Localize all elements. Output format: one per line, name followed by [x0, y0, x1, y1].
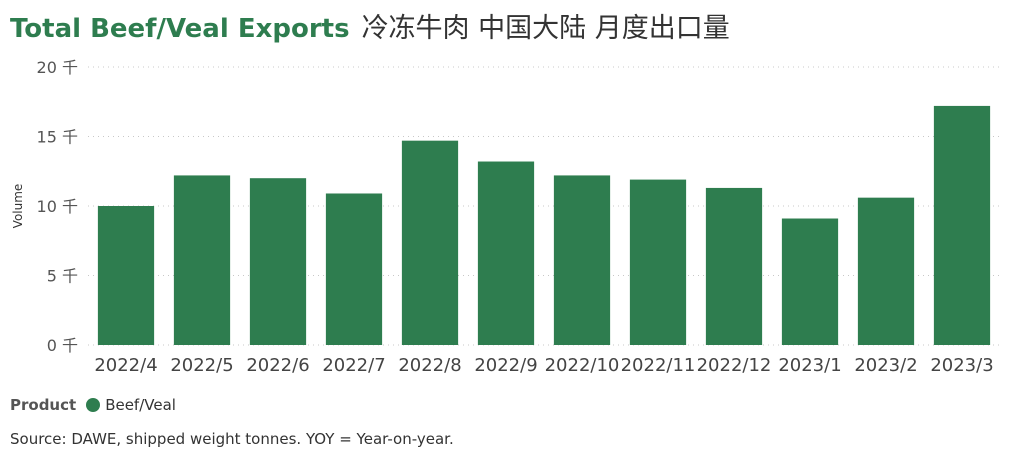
bar[interactable]	[97, 206, 155, 345]
legend-title: Product	[10, 396, 77, 414]
chart-title-row: Total Beef/Veal Exports 冷冻牛肉 中国大陆 月度出口量	[10, 6, 730, 45]
bar[interactable]	[173, 175, 231, 345]
legend: Product Beef/Veal	[10, 396, 176, 414]
x-tick-label: 2023/2	[854, 355, 917, 376]
y-tick-label: 0 千	[47, 336, 78, 355]
y-tick-label: 5 千	[47, 267, 78, 286]
x-tick-label: 2022/6	[246, 355, 309, 376]
y-tick-label: 15 千	[37, 128, 78, 147]
x-tick-label: 2022/10	[545, 355, 620, 376]
x-tick-label: 2023/1	[778, 355, 841, 376]
legend-item-label[interactable]: Beef/Veal	[105, 396, 176, 414]
chart-title: Total Beef/Veal Exports	[10, 14, 350, 44]
y-axis-label: Volume	[11, 184, 25, 229]
x-tick-label: 2022/8	[398, 355, 461, 376]
bar[interactable]	[705, 187, 763, 345]
bar[interactable]	[477, 161, 535, 345]
x-tick-label: 2022/12	[697, 355, 772, 376]
bar[interactable]	[249, 178, 307, 345]
bar[interactable]	[933, 105, 991, 345]
x-tick-label: 2022/7	[322, 355, 385, 376]
y-tick-label: 10 千	[37, 197, 78, 216]
chart-subtitle: 冷冻牛肉 中国大陆 月度出口量	[361, 13, 730, 44]
bar[interactable]	[629, 179, 687, 345]
y-tick-label: 20 千	[37, 58, 78, 77]
bar[interactable]	[781, 218, 839, 345]
legend-swatch-beef-veal	[86, 398, 101, 412]
source-footnote: Source: DAWE, shipped weight tonnes. YOY…	[10, 430, 454, 448]
bar[interactable]	[325, 193, 383, 345]
bar[interactable]	[553, 175, 611, 345]
x-tick-label: 2022/5	[170, 355, 233, 376]
x-tick-label: 2023/3	[930, 355, 993, 376]
bar[interactable]	[857, 197, 915, 345]
x-tick-label: 2022/11	[621, 355, 696, 376]
x-tick-label: 2022/4	[94, 355, 157, 376]
bar[interactable]	[401, 140, 459, 345]
x-tick-label: 2022/9	[474, 355, 537, 376]
